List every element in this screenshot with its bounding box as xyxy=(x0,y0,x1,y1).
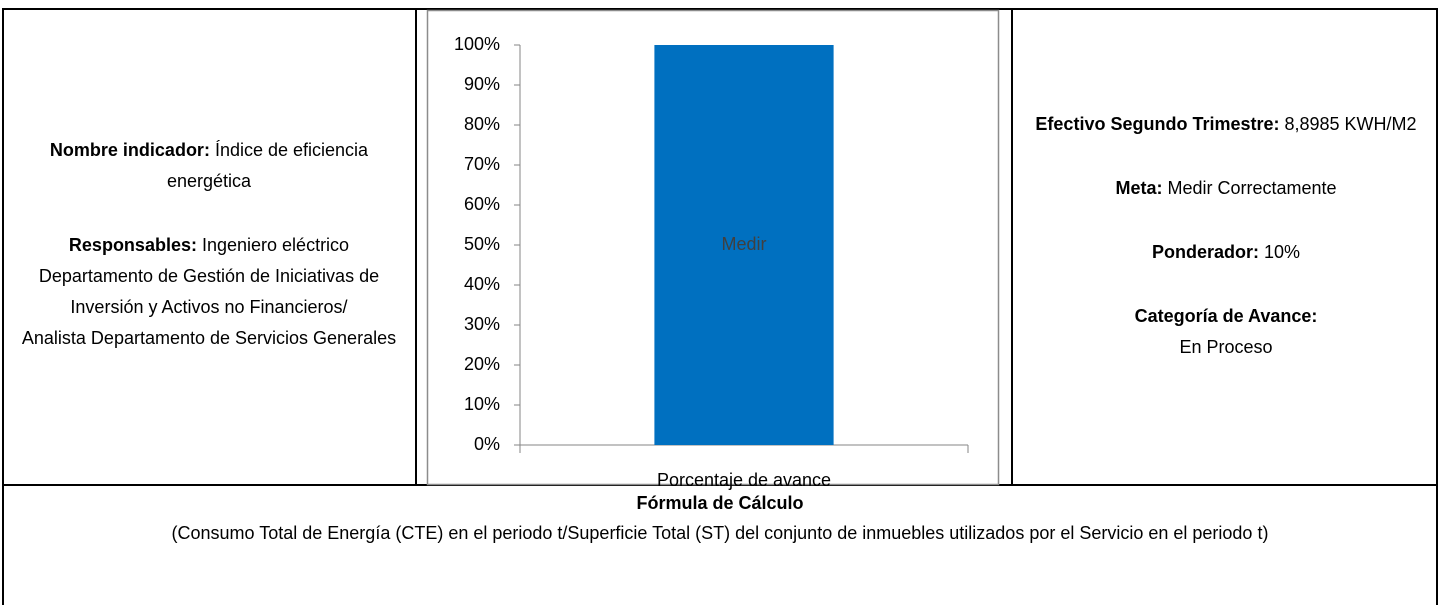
y-tick-label: 0% xyxy=(474,434,500,454)
y-tick-label: 10% xyxy=(464,394,500,414)
label: Responsables: xyxy=(68,234,197,255)
y-tick-label: 70% xyxy=(464,154,500,174)
formula-cell: Fórmula de Cálculo (Consumo Total de Ene… xyxy=(4,486,1436,605)
border xyxy=(2,8,1438,10)
value: 10% xyxy=(1264,242,1301,262)
border xyxy=(2,8,4,605)
bar-label: Medir xyxy=(721,234,766,254)
name-line: Nombre indicador: Índice de eficiencia e… xyxy=(20,135,398,197)
title: Fórmula de Cálculo xyxy=(636,493,804,513)
value: 8,8985 KWH/M2 xyxy=(1284,114,1417,134)
categoria-value: En Proceso xyxy=(1179,337,1273,357)
formula-text: (Consumo Total de Energía (CTE) en el pe… xyxy=(171,523,1269,543)
chart-frame xyxy=(426,9,1000,486)
right-cell: Efectivo Segundo Trimestre: 8,8985 KWH/M… xyxy=(1020,10,1432,484)
border xyxy=(1436,8,1438,605)
y-tick-label: 60% xyxy=(464,194,500,214)
value: Índice de eficiencia energética xyxy=(166,139,369,191)
y-tick-label: 50% xyxy=(464,234,500,254)
resp-line: Responsables: Ingeniero eléctrico Depart… xyxy=(20,230,398,323)
y-tick-label: 80% xyxy=(464,114,500,134)
efectivo-line: Efectivo Segundo Trimestre: 8,8985 KWH/M… xyxy=(1035,109,1416,140)
ponderador-line: Ponderador: 10% xyxy=(1152,237,1300,268)
resp-line-2: Analista Departamento de Servicios Gener… xyxy=(21,327,397,348)
label: Categoría de Avance: xyxy=(1134,306,1318,326)
y-tick-label: 90% xyxy=(464,74,500,94)
meta-line: Meta: Medir Correctamente xyxy=(1115,173,1336,204)
categoria-line: Categoría de Avance: xyxy=(1135,301,1318,332)
formula-title: Fórmula de Cálculo xyxy=(636,488,803,518)
x-tick-label: Porcentaje de avance xyxy=(657,470,831,490)
border xyxy=(415,8,417,486)
value: Ingeniero eléctrico Departamento de Gest… xyxy=(38,234,380,317)
label: Meta: xyxy=(1115,178,1163,198)
y-tick-label: 100% xyxy=(454,34,500,54)
y-tick-label: 30% xyxy=(464,314,500,334)
y-tick-label: 40% xyxy=(464,274,500,294)
left-cell: Nombre indicador: Índice de eficiencia e… xyxy=(20,10,398,484)
value: Medir Correctamente xyxy=(1167,178,1337,198)
label: Ponderador: xyxy=(1151,242,1259,262)
label: Efectivo Segundo Trimestre: xyxy=(1035,114,1280,134)
label: Nombre indicador: xyxy=(49,139,210,160)
bar xyxy=(654,45,834,445)
border xyxy=(1011,8,1013,486)
y-tick-label: 20% xyxy=(464,354,500,374)
